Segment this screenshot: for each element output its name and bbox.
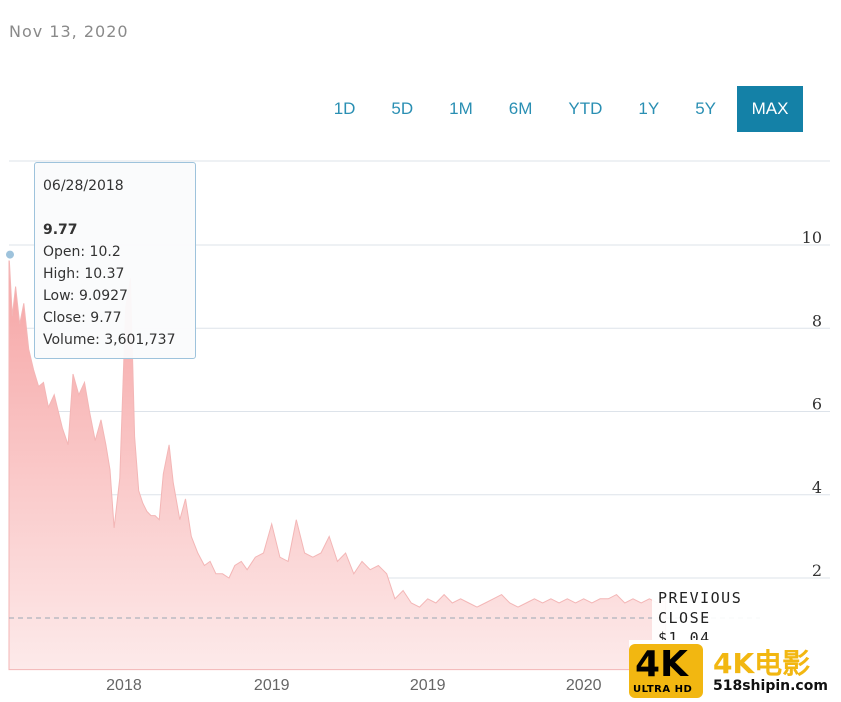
previous-close-line2: CLOSE [658,609,711,627]
tooltip-high: High: 10.37 [43,266,125,282]
x-tick-label-0: 2018 [106,677,142,694]
range-1d-button[interactable]: 1D [333,99,356,118]
range-max-button[interactable]: MAX [737,86,803,132]
y-tick-label-10: 10 [802,228,822,247]
chart-date: Nov 13, 2020 [9,22,129,41]
x-tick-label-2: 2019 [410,677,446,694]
watermark-site: 518shipin.com [713,678,828,694]
x-tick-label-3: 2020 [566,677,602,694]
tooltip-value: 9.77 [43,222,78,238]
previous-close-label: PREVIOUS CLOSE $1.04 [652,586,760,648]
y-tick-label-8: 8 [812,311,822,330]
watermark-badge-main: 4K [635,644,688,685]
price-area-series [8,254,667,671]
y-tick-label-2: 2 [812,561,822,580]
hover-marker-dot [4,248,16,261]
range-1y-button[interactable]: 1Y [638,99,660,118]
x-tick-label-1: 2019 [254,677,290,694]
price-tooltip: 06/28/2018 9.77 Open: 10.2 High: 10.37 L… [34,162,196,359]
y-tick-label-6: 6 [812,395,822,414]
range-6m-button[interactable]: 6M [508,99,533,118]
tooltip-close: Close: 9.77 [43,310,122,326]
watermark-badge-sub: ULTRA HD [633,684,693,695]
range-5d-button[interactable]: 5D [391,99,414,118]
tooltip-volume: Volume: 3,601,737 [43,332,176,348]
watermark-badge: 4K ULTRA HD [629,644,703,698]
y-tick-label-4: 4 [812,478,822,497]
watermark-title: 4K电影 [713,647,811,680]
tooltip-date: 06/28/2018 [43,178,124,194]
previous-close-line1: PREVIOUS [658,589,743,607]
tooltip-open: Open: 10.2 [43,244,121,260]
range-ytd-button[interactable]: YTD [568,99,603,118]
tooltip-low: Low: 9.0927 [43,288,128,304]
range-1m-button[interactable]: 1M [449,99,473,118]
range-5y-button[interactable]: 5Y [695,99,716,118]
watermark: 4K ULTRA HD 4K电影 518shipin.com [629,640,841,702]
range-selector: 1D 5D 1M 6M YTD 1Y 5Y MAX [322,86,803,132]
